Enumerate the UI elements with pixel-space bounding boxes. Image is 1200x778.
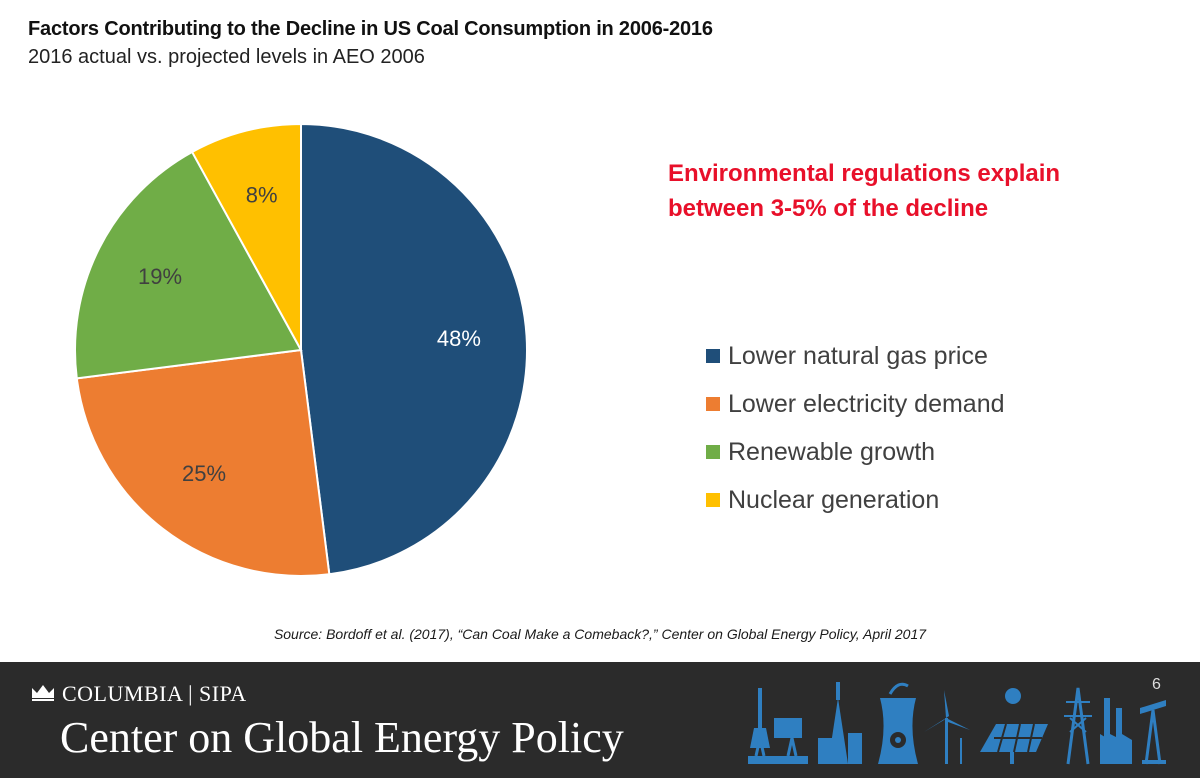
legend-swatch	[706, 349, 720, 363]
pie-chart: 48% 25% 19% 8%	[74, 122, 528, 577]
center-name: Center on Global Energy Policy	[60, 713, 624, 762]
callout-line-2: between 3-5% of the decline	[668, 195, 989, 222]
legend-label: Lower electricity demand	[728, 389, 1005, 418]
chart-legend: Lower natural gas price Lower electricit…	[706, 332, 1005, 524]
slide-subtitle: 2016 actual vs. projected levels in AEO …	[28, 46, 425, 68]
callout-annotation: Environmental regulations explain betwee…	[668, 156, 1108, 226]
legend-swatch	[706, 445, 720, 459]
slice-data-label: 19%	[138, 264, 182, 289]
pie-slice	[190, 122, 302, 351]
wind-turbine-icon	[924, 690, 970, 764]
legend-item: Renewable growth	[706, 428, 1005, 476]
legend-item: Lower electricity demand	[706, 380, 1005, 428]
crown-icon	[32, 685, 54, 701]
pie-slice	[300, 122, 528, 576]
oil-platform-icon	[748, 688, 808, 764]
pie-slice	[75, 348, 331, 577]
solar-panel-icon	[980, 688, 1048, 764]
legend-label: Lower natural gas price	[728, 341, 988, 370]
legend-item: Lower natural gas price	[706, 332, 1005, 380]
slice-data-label: 48%	[437, 326, 481, 351]
pie-slice	[74, 150, 303, 380]
factory-icon	[1100, 698, 1132, 764]
tower-icon	[818, 682, 862, 764]
slice-data-label: 25%	[182, 461, 226, 486]
legend-label: Renewable growth	[728, 437, 936, 466]
legend-label: Nuclear generation	[728, 485, 940, 514]
slice-data-label: 8%	[246, 183, 278, 208]
oil-pump-icon	[1140, 700, 1166, 765]
slide-title: Factors Contributing to the Decline in U…	[28, 18, 713, 40]
legend-swatch	[706, 397, 720, 411]
transmission-tower-icon	[1064, 687, 1092, 765]
energy-icons-strip	[748, 682, 1166, 765]
legend-item: Nuclear generation	[706, 476, 1005, 524]
callout-line-1: Environmental regulations explain	[668, 160, 1061, 187]
source-note: Source: Bordoff et al. (2017), “Can Coal…	[273, 626, 927, 642]
page-number: 6	[1152, 676, 1161, 693]
cooling-tower-icon	[878, 682, 918, 764]
legend-swatch	[706, 493, 720, 507]
university-name: COLUMBIA | SIPA	[62, 681, 247, 706]
footer-bar: COLUMBIA | SIPA Center on Global Energy …	[0, 662, 1200, 778]
